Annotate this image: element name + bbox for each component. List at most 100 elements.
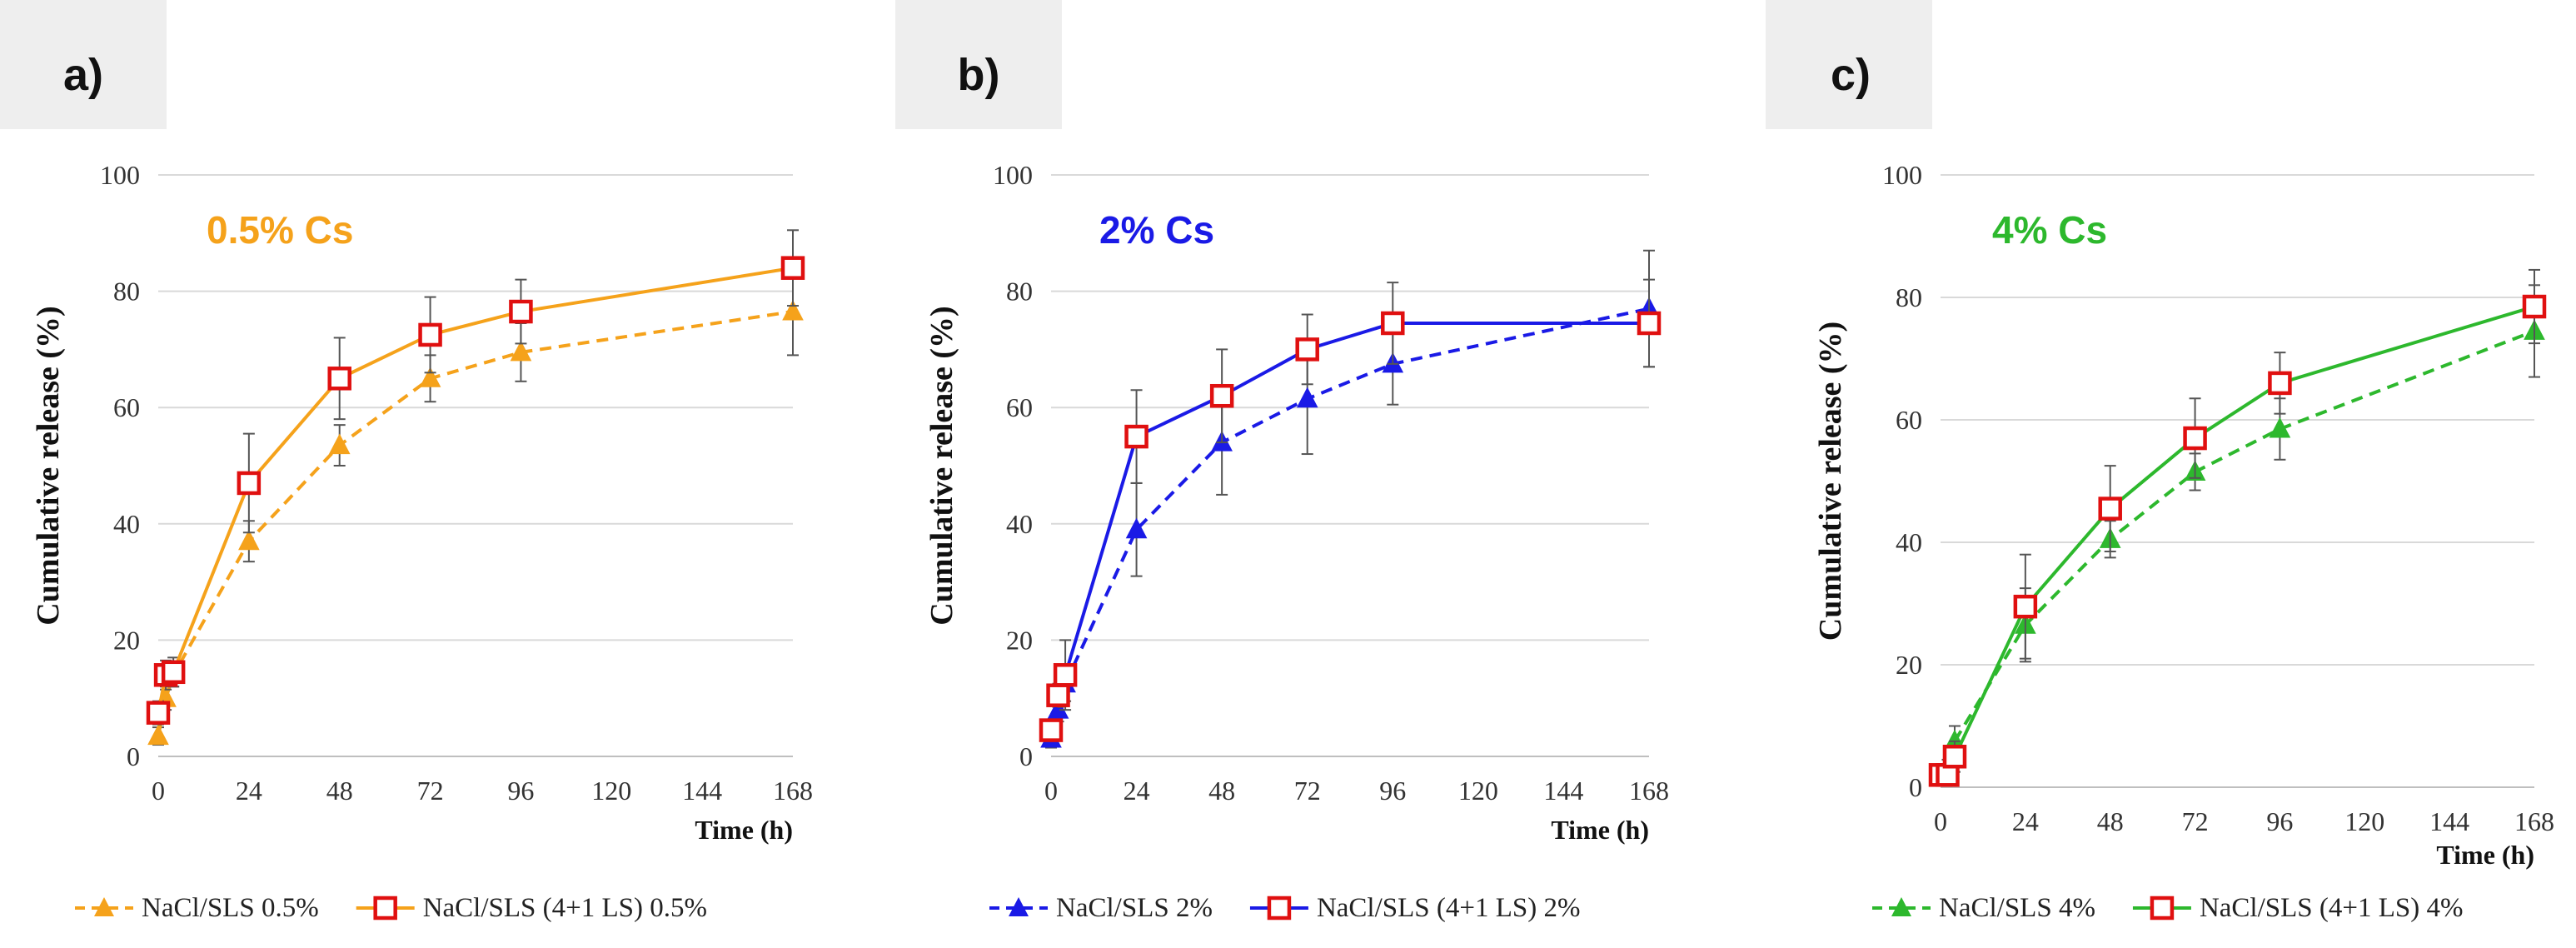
data-point [418, 322, 442, 347]
y-tick-label: 60 [1896, 405, 1922, 435]
y-tick-label: 0 [127, 741, 140, 771]
x-tick-label: 120 [1458, 776, 1498, 806]
x-tick-label: 144 [682, 776, 722, 806]
legend-item: NaCl/SLS (4+1 LS) 2% [1249, 893, 1581, 923]
x-tick-label: 72 [2182, 806, 2209, 836]
x-axis-title: Time (h) [1551, 815, 1649, 845]
x-tick-label: 168 [773, 776, 813, 806]
data-point [419, 367, 441, 387]
data-point [2522, 294, 2547, 319]
x-tick-label: 144 [2429, 806, 2469, 836]
data-point [1295, 337, 1319, 362]
series-2 [1039, 278, 1662, 742]
x-tick-label: 72 [1294, 776, 1321, 806]
data-point [328, 433, 351, 455]
legend-label: NaCl/SLS (4+1 LS) 2% [1317, 893, 1581, 923]
legend-marker [1267, 896, 1292, 921]
legend-item: NaCl/SLS (4+1 LS) 0.5% [356, 893, 707, 923]
x-tick-label: 0 [1044, 776, 1058, 806]
panel-label: c) [1831, 50, 1871, 100]
data-point [161, 660, 186, 685]
data-point [147, 724, 169, 746]
y-tick-label: 20 [1896, 650, 1922, 680]
y-tick-label: 20 [113, 625, 140, 655]
data-point [2183, 426, 2207, 451]
x-axis-title: Time (h) [2436, 840, 2534, 870]
legend-label: NaCl/SLS 2% [1056, 893, 1213, 923]
y-tick-label: 20 [1006, 625, 1033, 655]
legend-marker [2150, 896, 2175, 921]
x-tick-label: 168 [2514, 806, 2554, 836]
y-tick-label: 60 [1006, 392, 1033, 422]
y-axis-title: Cumulative release (%) [924, 306, 959, 625]
legend-marker [1891, 897, 1911, 916]
data-point [1125, 517, 1148, 539]
x-axis-title: Time (h) [695, 815, 793, 845]
y-axis-title: Cumulative release (%) [1813, 322, 1848, 641]
x-tick-label: 96 [2266, 806, 2293, 836]
x-tick-label: 48 [1208, 776, 1235, 806]
panel-label: b) [958, 50, 1000, 100]
legend-item: NaCl/SLS 0.5% [75, 893, 319, 923]
series-line [1941, 305, 2535, 777]
x-tick-label: 0 [1934, 806, 1947, 836]
legend-marker [1009, 897, 1029, 916]
legend-label: NaCl/SLS (4+1 LS) 0.5% [423, 893, 707, 923]
legend: NaCl/SLS 0.5% NaCl/SLS (4+1 LS) 0.5% [75, 893, 707, 923]
chart-panel-2: b) 0 20 40 60 80 100 0 24 48 72 96 120 144 168 Cumulati… [895, 0, 1669, 923]
series-line [1049, 307, 1650, 740]
data-point [1124, 424, 1148, 449]
series-1 [1040, 249, 1660, 749]
y-tick-label: 100 [100, 160, 140, 190]
legend-marker [94, 897, 114, 916]
legend-item: NaCl/SLS 4% [1872, 893, 2095, 923]
legend-item: NaCl/SLS (4+1 LS) 4% [2132, 893, 2464, 923]
data-point [1381, 311, 1405, 336]
x-tick-label: 96 [507, 776, 534, 806]
panel-label-box [0, 0, 167, 129]
data-point [1046, 683, 1070, 707]
y-tick-label: 80 [1896, 282, 1922, 312]
legend: NaCl/SLS 4% NaCl/SLS (4+1 LS) 4% [1872, 893, 2463, 923]
panel-label: a) [63, 50, 103, 100]
y-tick-label: 80 [113, 277, 140, 307]
y-tick-label: 40 [1896, 527, 1922, 557]
x-tick-label: 120 [591, 776, 631, 806]
x-tick-label: 48 [326, 776, 353, 806]
data-point [2268, 371, 2292, 396]
data-point [1637, 311, 1662, 336]
data-point [780, 256, 805, 280]
legend-marker [373, 896, 397, 921]
y-tick-label: 0 [1909, 772, 1922, 802]
data-point [2013, 594, 2038, 619]
panel-label-box [1766, 0, 1932, 129]
legend-label: NaCl/SLS 4% [1939, 893, 2095, 923]
legend-label: NaCl/SLS (4+1 LS) 4% [2200, 893, 2464, 923]
data-point [509, 299, 533, 324]
y-tick-label: 0 [1019, 741, 1033, 771]
data-point [238, 529, 260, 551]
inset-label: 4% Cs [1992, 208, 2107, 252]
x-tick-label: 24 [236, 776, 262, 806]
y-axis-title: Cumulative release (%) [31, 306, 66, 625]
data-point [782, 299, 804, 321]
series-1 [1930, 284, 2545, 784]
legend: NaCl/SLS 2% NaCl/SLS (4+1 LS) 2% [989, 893, 1580, 923]
inset-label: 2% Cs [1099, 208, 1214, 252]
data-point [237, 471, 262, 496]
data-point [1296, 387, 1318, 408]
data-point [1942, 745, 1967, 769]
x-tick-label: 0 [152, 776, 165, 806]
legend-item: NaCl/SLS 2% [989, 893, 1213, 923]
data-point [510, 340, 532, 362]
x-tick-label: 144 [1543, 776, 1583, 806]
chart-panel-1: a) 0 20 40 60 80 100 0 24 48 72 96 120 144 168 Cumulati… [0, 0, 813, 923]
series-2 [1928, 268, 2547, 787]
y-tick-label: 100 [993, 160, 1033, 190]
data-point [1209, 383, 1234, 408]
legend-label: NaCl/SLS 0.5% [142, 893, 319, 923]
data-point [327, 367, 351, 391]
x-tick-label: 24 [2012, 806, 2039, 836]
data-point [146, 701, 171, 725]
x-tick-label: 48 [2097, 806, 2124, 836]
